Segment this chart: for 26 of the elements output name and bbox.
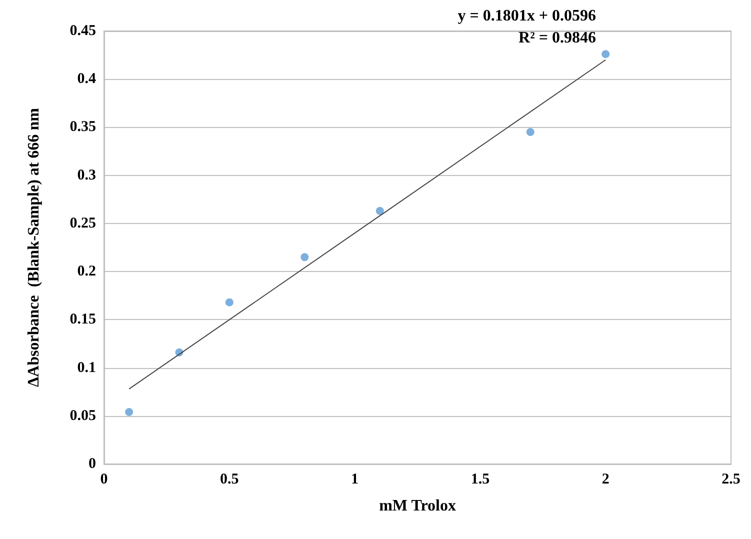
x-axis-title: mM Trolox: [379, 498, 456, 514]
point: [125, 408, 134, 416]
text: y = 0.1801x + 0.0596: [458, 8, 596, 24]
x-tick-label: 1.5: [470, 472, 490, 488]
x-tick-label: 2.5: [722, 472, 740, 488]
point: [526, 128, 534, 136]
point: [225, 298, 234, 306]
y-tick-label: 0.2: [77, 264, 96, 280]
x-tick-label: 1: [351, 472, 359, 488]
x-tick-label: 2: [602, 472, 610, 488]
y-tick-label: 0.15: [70, 312, 96, 328]
y-tick-label: 0.35: [70, 119, 96, 136]
point: [376, 206, 384, 215]
point: [300, 253, 309, 262]
x-tick-label: 0.5: [220, 472, 239, 488]
y-axis-title: ΔAbsorbance (Blank-Sample) at 666 nm: [26, 107, 42, 387]
y-tick-label: 0.05: [70, 408, 96, 424]
y-tick-label: 0.1: [77, 360, 96, 376]
y-tick-label: 0.3: [77, 167, 96, 184]
y-tick-label: 0.45: [70, 23, 96, 39]
y-tick-label: 0.25: [70, 215, 96, 232]
x-tick-label: 0: [100, 472, 108, 488]
annotation: R² = 0.9846: [518, 30, 596, 46]
y-tick-label: 0: [88, 456, 96, 472]
y-tick-label: 0.4: [77, 71, 96, 88]
point: [602, 50, 610, 58]
